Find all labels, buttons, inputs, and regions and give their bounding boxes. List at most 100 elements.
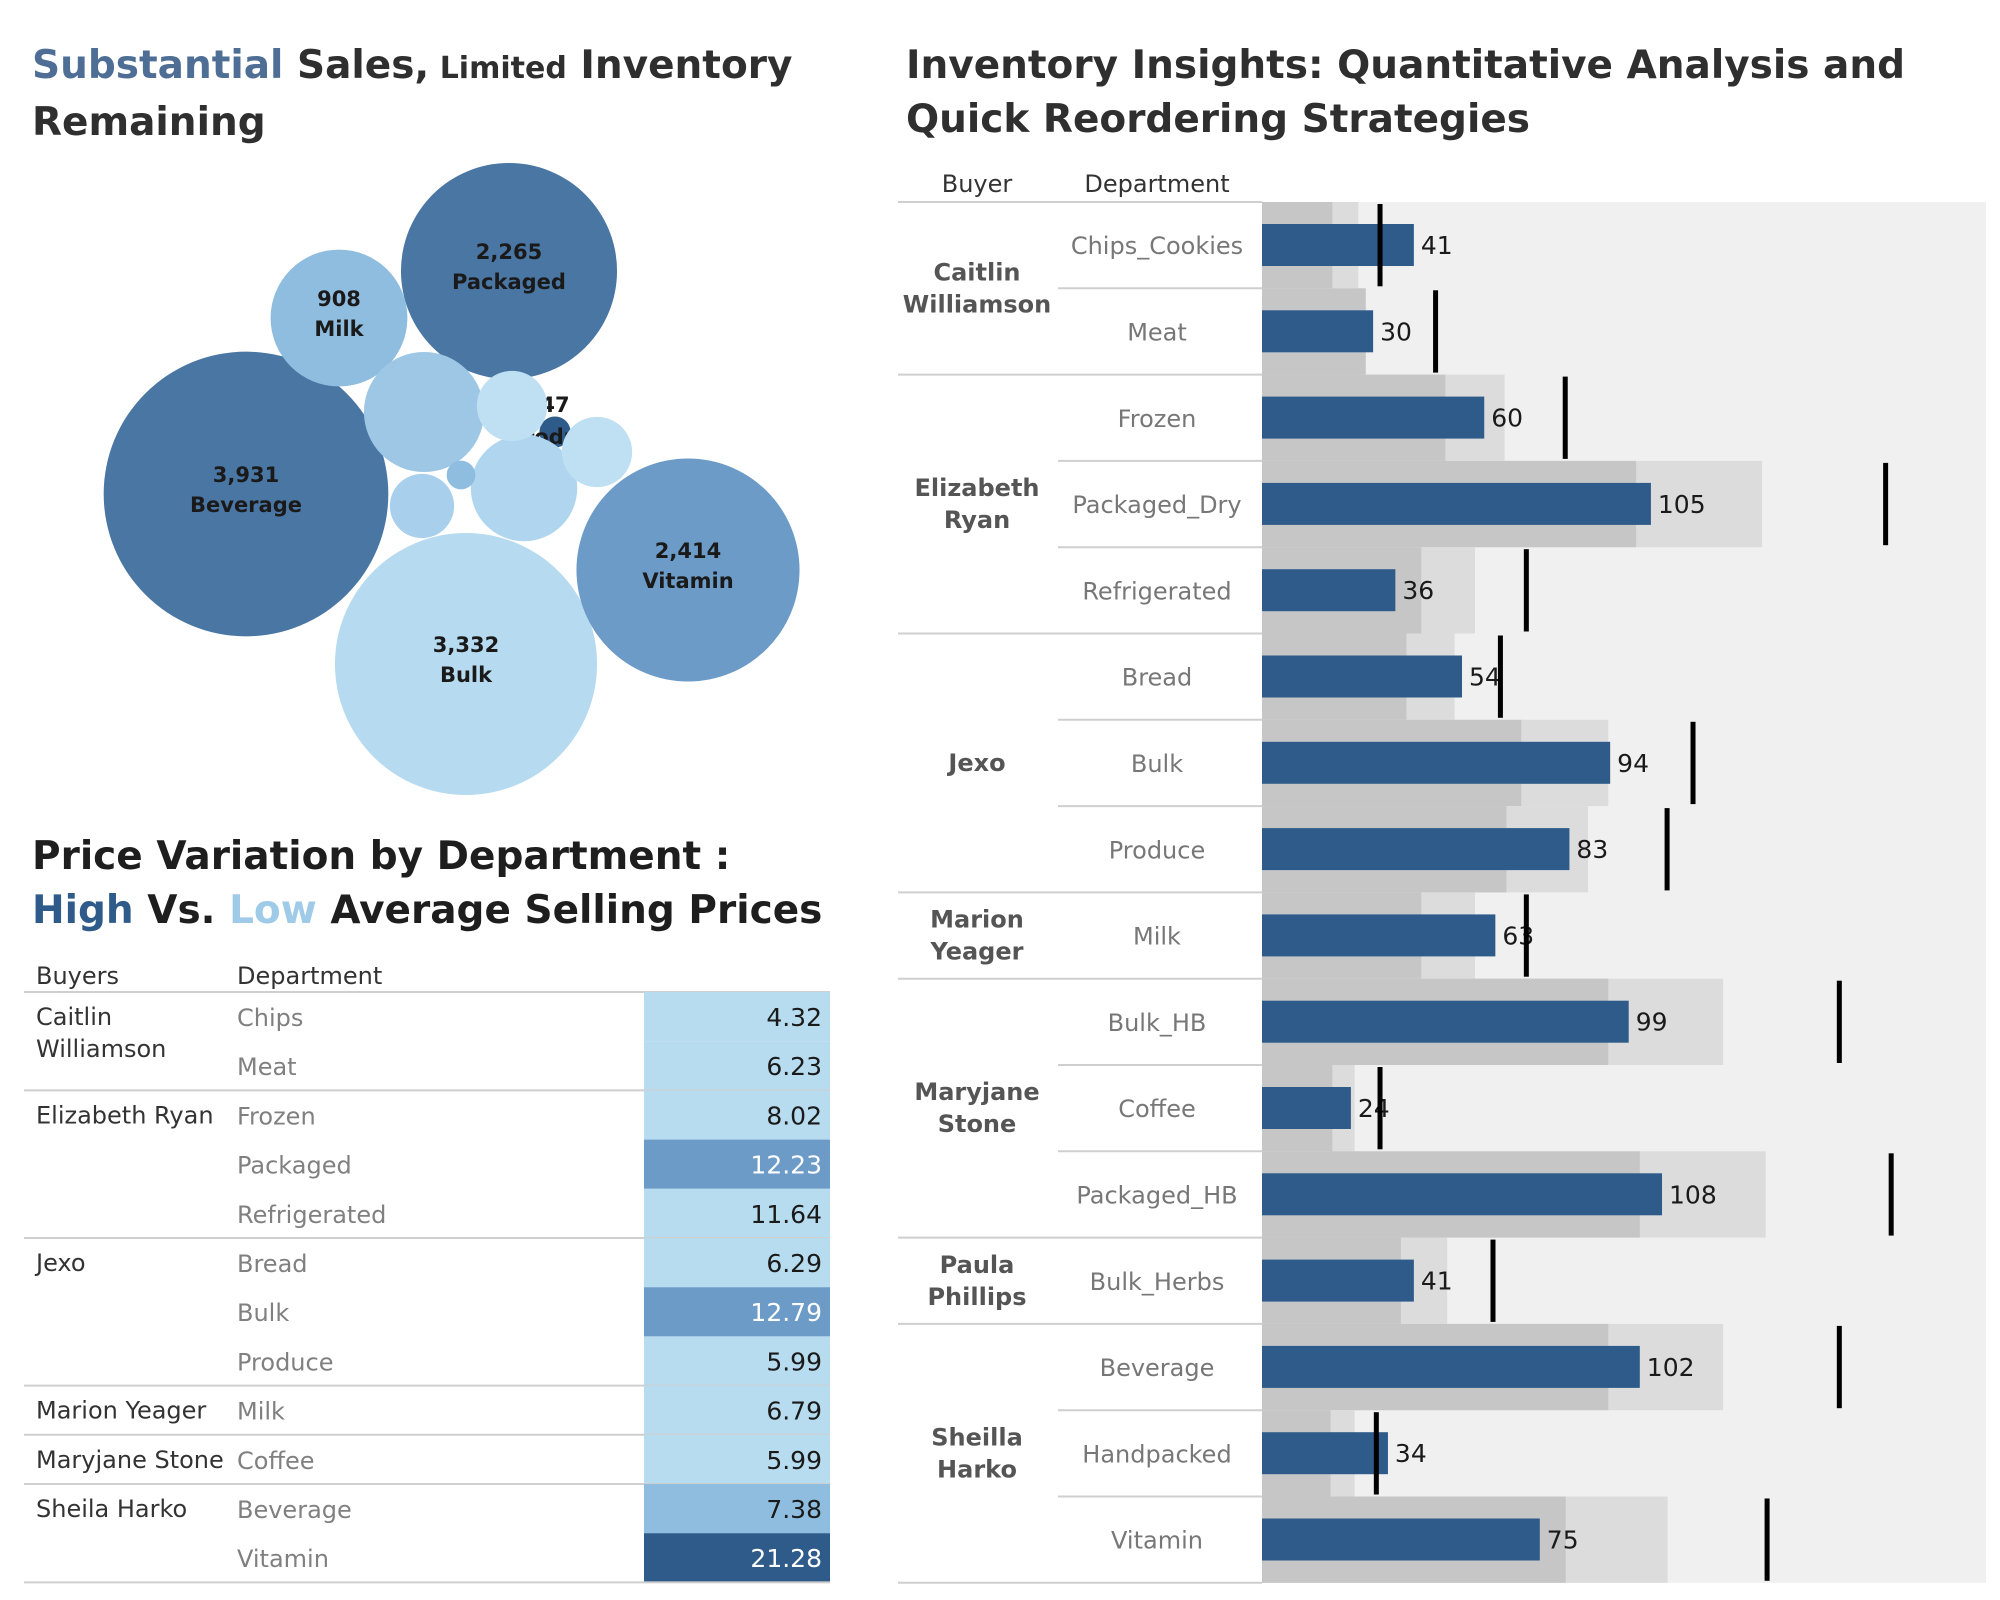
bullet-target-line — [1690, 721, 1696, 805]
bubble-category-label: Packaged — [452, 270, 566, 294]
bullet-value-label: 30 — [1380, 317, 1412, 346]
bullet-value-label: 105 — [1658, 490, 1706, 519]
inv-department-label: Produce — [1109, 836, 1205, 864]
inv-buyer-label: Sheilla — [931, 1423, 1023, 1451]
bullet-value-label: 34 — [1395, 1439, 1427, 1468]
bubble-circle — [476, 370, 548, 442]
inv-department-label: Handpacked — [1082, 1440, 1231, 1468]
bubble-value-label: 3,931 — [213, 463, 279, 487]
inv-department-label: Frozen — [1118, 405, 1197, 433]
price-cell — [644, 1385, 830, 1435]
bubble-milk: 908 Milk — [270, 249, 408, 387]
bubble-circle — [270, 249, 408, 387]
bullet-bar — [1262, 1345, 1640, 1388]
inv-header-buyer: Buyer — [942, 170, 1013, 198]
price-buyer-label: Sheila Harko — [36, 1495, 187, 1523]
bubble-title-part: Limited — [429, 51, 567, 86]
bullet-target-line — [1562, 376, 1568, 459]
inv-department-label: Bulk_HB — [1108, 1009, 1207, 1037]
bubble-beverage: 3,931 Beverage — [103, 351, 389, 637]
bullet-bar — [1262, 914, 1496, 957]
inv-buyer-label: Caitlin — [933, 258, 1020, 286]
price-department-label: Refrigerated — [237, 1201, 386, 1229]
bullet-target-line — [1664, 808, 1670, 891]
bullet-target-line — [1523, 549, 1529, 632]
inventory-chart-title: Inventory Insights: Quantitative Analysi… — [906, 43, 1906, 142]
inv-department-label: Bulk — [1131, 750, 1183, 778]
price-cell — [644, 1484, 830, 1534]
price-value: 7.38 — [766, 1495, 822, 1524]
bullet-bar — [1262, 1087, 1351, 1129]
price-header-buyer: Buyers — [36, 962, 119, 990]
bullet-target-line — [1523, 894, 1529, 977]
bullet-target-line — [1764, 1498, 1770, 1581]
bubble-value-label: 908 — [317, 287, 361, 311]
price-department-label: Chips — [237, 1004, 303, 1032]
bullet-bar — [1262, 828, 1570, 871]
bullet-target-line — [1836, 980, 1842, 1063]
bullet-bar — [1262, 1432, 1388, 1475]
bullet-target-line — [1497, 635, 1503, 718]
bullet-value-label: 75 — [1547, 1526, 1579, 1555]
bullet-bar — [1262, 1000, 1629, 1043]
price-value: 12.23 — [750, 1151, 822, 1180]
bubble-circle — [446, 460, 476, 490]
price-cell — [644, 1287, 830, 1337]
bubble-circle — [470, 434, 578, 542]
bullet-target-line — [1433, 290, 1439, 373]
bubble-value-label: 2,414 — [655, 539, 721, 563]
bubble-unlabeled — [476, 370, 548, 442]
bullet-value-label: 41 — [1421, 231, 1453, 260]
price-cell — [644, 1533, 830, 1583]
price-buyer-label: Williamson — [36, 1035, 166, 1063]
price-cell — [644, 1090, 830, 1140]
inv-header-department: Department — [1084, 170, 1229, 198]
price-department-label: Beverage — [237, 1496, 352, 1524]
price-title-part: Vs. — [133, 888, 230, 933]
bullet-bar — [1262, 1173, 1663, 1216]
bullet-target-line — [1490, 1239, 1496, 1322]
bullet-bar — [1262, 741, 1611, 784]
bubble-chart-title: Substantial Sales, Limited Inventory Rem… — [32, 39, 812, 150]
price-table: Buyers Department Caitlin Williamson Chips 4.… — [24, 962, 830, 1584]
inv-department-label: Meat — [1127, 318, 1187, 346]
bullet-bar — [1262, 1259, 1414, 1302]
bullet-value-label: 24 — [1358, 1094, 1390, 1123]
bubble-unlabeled — [561, 416, 633, 488]
bullet-target-line — [1888, 1153, 1894, 1236]
bullet-value-label: 108 — [1669, 1180, 1717, 1209]
price-title-part: High — [32, 888, 134, 933]
inv-buyer-label: Elizabeth — [914, 474, 1039, 502]
price-buyer-label: Jexo — [34, 1249, 86, 1277]
bullet-bar — [1262, 224, 1414, 266]
bullet-target-line — [1373, 1412, 1379, 1495]
inv-department-label: Beverage — [1100, 1354, 1215, 1382]
inv-buyer-label: Yeager — [930, 938, 1024, 966]
price-title-part: Price Variation by Department : — [32, 834, 744, 879]
inv-department-label: Bulk_Herbs — [1090, 1268, 1225, 1296]
price-title-part: Average Selling Prices — [316, 888, 823, 933]
bubble-title-part: Inventory Remaining — [32, 43, 793, 145]
price-department-label: Produce — [237, 1348, 333, 1376]
inv-buyer-label: Harko — [937, 1455, 1017, 1483]
price-department-label: Bread — [237, 1250, 308, 1278]
price-buyer-label: Elizabeth Ryan — [36, 1101, 214, 1129]
bubble-circle — [363, 351, 485, 473]
price-value: 8.02 — [766, 1101, 822, 1130]
price-value: 5.99 — [766, 1446, 822, 1475]
bubble-circle — [389, 473, 455, 539]
inv-department-label: Packaged_HB — [1076, 1181, 1237, 1209]
bubble-value-label: 2,265 — [476, 240, 542, 264]
inv-buyer-label: Paula — [940, 1251, 1015, 1279]
price-cell — [644, 1336, 830, 1386]
price-title-part: Low — [229, 888, 317, 933]
bullet-value-label: 99 — [1636, 1008, 1668, 1037]
inv-department-label: Chips_Cookies — [1071, 232, 1243, 260]
inv-department-label: Vitamin — [1111, 1527, 1203, 1555]
bubble-category-label: Milk — [314, 317, 364, 341]
price-department-label: Packaged — [237, 1152, 352, 1180]
bubble-unlabeled — [363, 351, 485, 473]
bubble-title-part: Substantial — [32, 43, 284, 88]
price-cell — [644, 1434, 830, 1484]
inv-buyer-label: Ryan — [944, 506, 1010, 534]
